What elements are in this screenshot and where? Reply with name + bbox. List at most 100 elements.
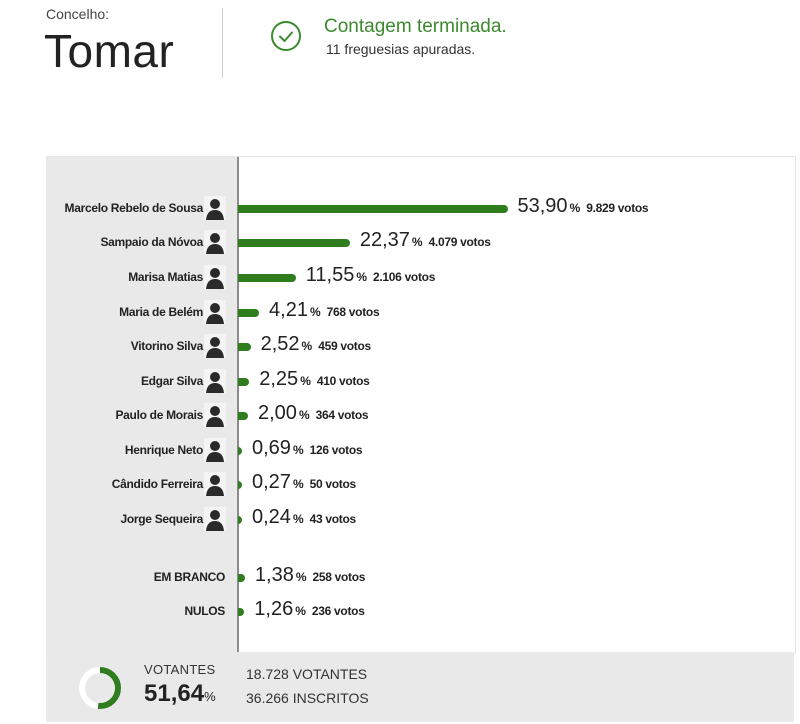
- result-label: 1,38% 258 votos: [255, 564, 366, 587]
- result-label: 0,24% 43 votos: [252, 506, 356, 529]
- candidate-name: NULOS: [184, 604, 225, 618]
- votes-count: 364 votos: [315, 408, 369, 422]
- percent-sign: %: [569, 201, 581, 215]
- percent-value: 2,00: [258, 402, 297, 424]
- candidate-name: Marisa Matias: [128, 270, 203, 284]
- turnout-percent: 51,64%: [144, 680, 216, 708]
- header-divider: [222, 8, 223, 78]
- result-row: Jorge Sequeira 0,24% 43 votos: [47, 506, 795, 534]
- result-row: Maria de Belém 4,21% 768 votos: [47, 299, 795, 327]
- result-bar: [238, 205, 508, 213]
- portrait-icon: [204, 369, 226, 393]
- votes-count: 236 votos: [311, 604, 365, 618]
- candidate-name: Edgar Silva: [140, 374, 203, 388]
- votes-count: 459 votos: [318, 339, 371, 353]
- percent-value: 0,24: [252, 506, 291, 528]
- portrait-icon: [204, 230, 226, 254]
- candidate-name: Cândido Ferreira: [111, 477, 204, 491]
- turnout-label: VOTANTES: [144, 662, 216, 677]
- percent-sign: %: [301, 339, 313, 353]
- candidate-name: Maria de Belém: [119, 305, 203, 319]
- candidate-name: Paulo de Morais: [115, 408, 203, 422]
- votantes-count: 18.728 VOTANTES: [246, 666, 367, 682]
- portrait-icon: [204, 300, 226, 324]
- result-bar: [238, 447, 242, 455]
- donut-arc: [79, 667, 121, 709]
- status-subtitle: 11 freguesias apuradas.: [326, 41, 476, 57]
- result-label: 2,00% 364 votos: [258, 402, 369, 425]
- inscritos-count: 36.266 INSCRITOS: [246, 690, 369, 706]
- candidate-name: Marcelo Rebelo de Sousa: [64, 201, 204, 215]
- header: Concelho: Tomar Contagem terminada. 11 f…: [0, 0, 800, 100]
- percent-sign: %: [292, 512, 304, 526]
- result-bar: [238, 239, 350, 247]
- result-label: 11,55% 2.106 votos: [305, 264, 436, 287]
- percent-sign: %: [295, 570, 307, 584]
- votes-count: 410 votos: [316, 374, 370, 388]
- votantes-number: 18.728: [246, 666, 289, 682]
- percent-sign: %: [309, 305, 321, 319]
- result-row: Edgar Silva 2,25% 410 votos: [47, 368, 795, 396]
- percent-sign: %: [292, 477, 304, 491]
- turnout-value: 51,64: [144, 680, 205, 707]
- portrait-icon: [204, 334, 226, 358]
- inscritos-word: INSCRITOS: [292, 690, 369, 706]
- percent-value: 22,37: [359, 229, 410, 251]
- percent-sign: %: [292, 443, 304, 457]
- result-label: 1,26% 236 votos: [254, 598, 365, 621]
- percent-sign: %: [298, 408, 310, 422]
- result-label: 4,21% 768 votos: [269, 299, 380, 322]
- result-row: Henrique Neto 0,69% 126 votos: [47, 437, 795, 465]
- percent-value: 4,21: [269, 299, 308, 321]
- votes-count: 768 votos: [326, 305, 380, 319]
- result-bar: [238, 274, 296, 282]
- result-bar: [238, 309, 260, 317]
- result-label: 2,52% 459 votos: [260, 333, 372, 356]
- votes-count: 126 votos: [309, 443, 363, 457]
- portrait-icon: [204, 507, 226, 531]
- portrait-icon: [204, 438, 226, 462]
- percent-sign: %: [300, 374, 311, 388]
- result-label: 0,69% 126 votos: [252, 437, 363, 460]
- percent-value: 0,69: [252, 437, 291, 459]
- page-title: Tomar: [44, 25, 175, 77]
- percent-sign: %: [295, 604, 306, 618]
- result-bar: [238, 574, 245, 582]
- result-bar: [238, 516, 242, 524]
- votes-count: 50 votos: [309, 477, 357, 491]
- candidate-name: Jorge Sequeira: [120, 512, 203, 526]
- result-row: Vitorino Silva 2,52% 459 votos: [47, 333, 795, 361]
- result-bar: [238, 343, 251, 351]
- result-row: Marisa Matias 11,55% 2.106 votos: [47, 264, 795, 292]
- percent-value: 2,52: [260, 333, 300, 355]
- result-row: Sampaio da Nóvoa 22,37% 4.079 votos: [47, 229, 795, 257]
- result-row: Cândido Ferreira 0,27% 50 votos: [47, 471, 795, 499]
- concelho-label: Concelho:: [46, 6, 110, 22]
- votes-count: 4.079 votos: [428, 235, 491, 249]
- portrait-icon: [204, 265, 226, 289]
- result-label: 2,25% 410 votos: [259, 368, 370, 391]
- votes-count: 9.829 votos: [586, 201, 649, 215]
- status-title: Contagem terminada.: [324, 16, 507, 37]
- votes-count: 43 votos: [309, 512, 357, 526]
- results-chart: Marcelo Rebelo de Sousa 53,90% 9.829 votos…: [46, 156, 796, 654]
- percent-sign: %: [356, 270, 367, 284]
- portrait-icon: [204, 472, 226, 496]
- result-label: 0,27% 50 votos: [252, 471, 356, 494]
- result-row: NULOS 1,26% 236 votos: [47, 598, 795, 626]
- percent-value: 2,25: [259, 368, 299, 390]
- percent-value: 0,27: [252, 471, 291, 493]
- result-row: Paulo de Morais 2,00% 364 votos: [47, 402, 795, 430]
- votantes-word: VOTANTES: [292, 666, 368, 682]
- percent-value: 1,26: [254, 598, 294, 620]
- turnout-footer: VOTANTES 51,64% 18.728 VOTANTES 36.266 I…: [46, 652, 794, 722]
- result-row: Marcelo Rebelo de Sousa 53,90% 9.829 votos: [47, 195, 795, 223]
- result-bar: [238, 378, 250, 386]
- candidate-name: EM BRANCO: [153, 570, 226, 584]
- percent-value: 11,55: [305, 264, 355, 286]
- inscritos-number: 36.266: [246, 690, 289, 706]
- result-label: 22,37% 4.079 votos: [360, 229, 491, 252]
- turnout-donut: [79, 667, 121, 709]
- candidate-name: Sampaio da Nóvoa: [100, 235, 203, 249]
- result-bar: [238, 481, 242, 489]
